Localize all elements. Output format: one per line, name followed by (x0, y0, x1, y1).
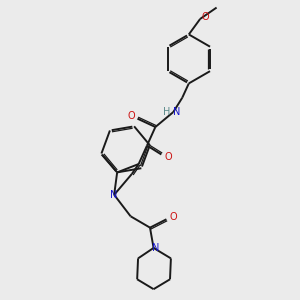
Text: O: O (127, 111, 135, 121)
Text: N: N (152, 243, 159, 253)
Text: N: N (110, 190, 118, 200)
Text: N: N (173, 107, 181, 117)
Text: O: O (164, 152, 172, 163)
Text: H: H (163, 107, 170, 117)
Text: O: O (202, 12, 209, 22)
Text: O: O (169, 212, 177, 222)
